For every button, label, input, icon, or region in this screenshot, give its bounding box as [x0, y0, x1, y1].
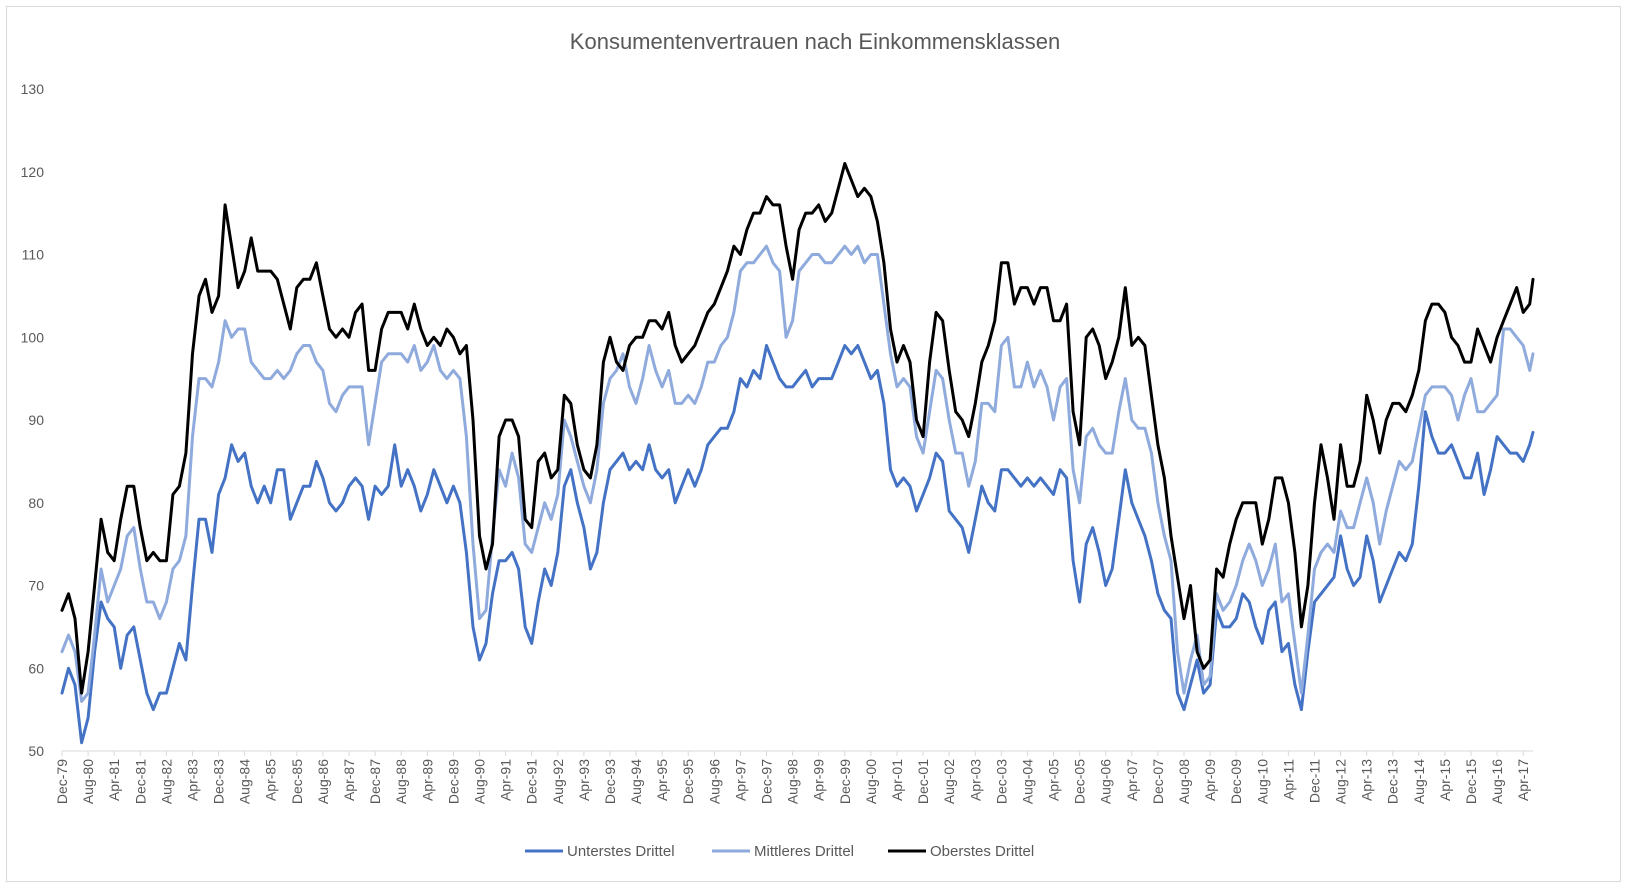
y-tick-label: 90 — [28, 412, 44, 428]
x-tick-label: Aug-04 — [1019, 759, 1035, 804]
y-tick-label: 60 — [28, 660, 44, 676]
x-tick-label: Aug-16 — [1489, 759, 1505, 804]
y-tick-label: 50 — [28, 743, 44, 759]
x-tick-label: Aug-86 — [315, 759, 331, 804]
x-tick-label: Dec-13 — [1385, 759, 1401, 804]
x-tick-label: Dec-91 — [524, 759, 540, 804]
x-tick-label: Apr-07 — [1124, 759, 1140, 801]
x-tick-label: Aug-84 — [237, 759, 253, 804]
x-tick-label: Aug-10 — [1254, 759, 1270, 804]
chart-frame — [6, 6, 1621, 882]
x-tick-label: Aug-00 — [863, 759, 879, 804]
x-tick-label: Apr-01 — [889, 759, 905, 801]
x-tick-label: Apr-95 — [654, 759, 670, 801]
y-tick-label: 130 — [21, 81, 45, 97]
x-tick-label: Apr-87 — [341, 759, 357, 801]
x-tick-label: Dec-81 — [132, 759, 148, 804]
x-tick-label: Apr-03 — [967, 759, 983, 801]
x-tick-label: Aug-12 — [1333, 759, 1349, 804]
x-tick-label: Apr-89 — [419, 759, 435, 801]
x-tick-label: Apr-99 — [811, 759, 827, 801]
x-axis-ticks: Dec-79 Aug-80 Apr-81 Dec-81 Aug-82 Apr-83 Dec-… — [54, 751, 1531, 804]
y-tick-label: 70 — [28, 578, 44, 594]
legend-label: Mittleres Drittel — [754, 843, 854, 860]
x-tick-label: Apr-93 — [576, 759, 592, 801]
x-tick-label: Aug-94 — [628, 759, 644, 804]
x-tick-label: Aug-82 — [158, 759, 174, 804]
x-tick-label: Apr-05 — [1046, 759, 1062, 801]
x-tick-label: Apr-11 — [1280, 759, 1296, 800]
x-tick-label: Apr-83 — [184, 759, 200, 801]
series-line-0 — [60, 344, 1535, 745]
x-tick-label: Dec-07 — [1150, 759, 1166, 804]
x-tick-label: Dec-79 — [54, 759, 70, 804]
legend-label: Oberstes Drittel — [930, 843, 1034, 860]
x-tick-label: Dec-99 — [837, 759, 853, 804]
legend-label: Unterstes Drittel — [567, 843, 675, 860]
x-tick-label: Dec-03 — [993, 759, 1009, 804]
x-tick-label: Aug-08 — [1176, 759, 1192, 804]
x-tick-label: Dec-95 — [680, 759, 696, 804]
x-tick-label: Apr-09 — [1202, 759, 1218, 801]
x-tick-label: Dec-87 — [367, 759, 383, 804]
x-tick-label: Apr-97 — [732, 759, 748, 801]
x-tick-label: Dec-89 — [445, 759, 461, 804]
x-tick-label: Apr-17 — [1515, 759, 1531, 801]
x-tick-label: Dec-93 — [602, 759, 618, 804]
x-tick-label: Aug-80 — [80, 759, 96, 804]
x-tick-label: Aug-88 — [393, 759, 409, 804]
series-line-1 — [60, 244, 1535, 703]
x-tick-label: Dec-05 — [1072, 759, 1088, 804]
chart-title: Konsumentenvertrauen nach Einkommensklas… — [570, 29, 1060, 54]
x-tick-label: Dec-97 — [759, 759, 775, 804]
x-tick-label: Aug-98 — [785, 759, 801, 804]
y-tick-label: 80 — [28, 495, 44, 511]
x-tick-label: Dec-15 — [1463, 759, 1479, 804]
legend: Unterstes Drittel Mittleres Drittel Oberst… — [525, 843, 1034, 860]
x-tick-label: Apr-85 — [263, 759, 279, 801]
x-tick-label: Aug-92 — [550, 759, 566, 804]
x-tick-label: Dec-83 — [211, 759, 227, 804]
x-tick-label: Dec-11 — [1306, 759, 1322, 803]
x-tick-label: Dec-01 — [915, 759, 931, 804]
x-tick-label: Aug-14 — [1411, 759, 1427, 804]
x-tick-label: Dec-09 — [1228, 759, 1244, 804]
x-tick-label: Apr-13 — [1359, 759, 1375, 801]
x-tick-label: Aug-02 — [941, 759, 957, 804]
y-tick-label: 100 — [21, 329, 45, 345]
y-tick-label: 110 — [22, 247, 45, 263]
y-axis-ticks: 50 60 70 80 90 100 110 120 130 — [21, 81, 45, 759]
x-tick-label: Aug-90 — [471, 759, 487, 804]
x-tick-label: Dec-85 — [289, 759, 305, 804]
series-line-2 — [60, 162, 1535, 695]
series-lines — [60, 162, 1535, 745]
x-tick-label: Apr-91 — [498, 759, 514, 801]
x-tick-label: Aug-96 — [706, 759, 722, 804]
x-tick-label: Aug-06 — [1098, 759, 1114, 804]
x-tick-label: Apr-81 — [106, 759, 122, 801]
x-tick-label: Apr-15 — [1437, 759, 1453, 801]
y-tick-label: 120 — [21, 164, 45, 180]
